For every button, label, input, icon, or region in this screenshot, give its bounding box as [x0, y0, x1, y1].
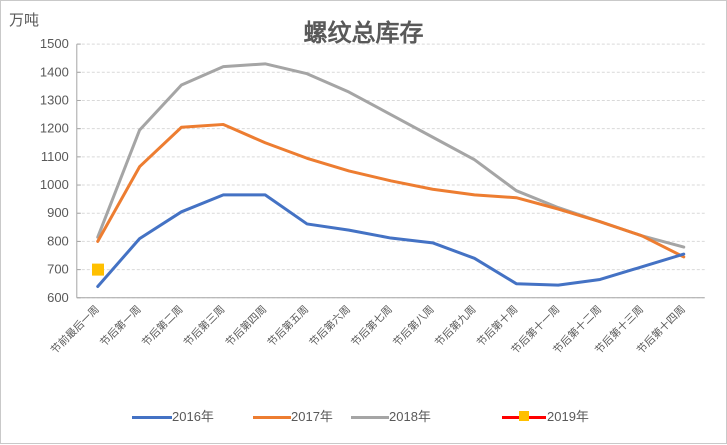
svg-text:700: 700: [47, 262, 69, 277]
svg-text:1100: 1100: [41, 149, 69, 164]
svg-text:1400: 1400: [40, 64, 69, 79]
svg-text:节后第八周: 节后第八周: [390, 303, 436, 349]
svg-text:节后第七周: 节后第七周: [349, 303, 395, 349]
svg-text:600: 600: [47, 290, 69, 305]
svg-text:1300: 1300: [40, 92, 69, 107]
svg-text:节后第五周: 节后第五周: [265, 303, 311, 349]
svg-text:900: 900: [47, 205, 69, 220]
svg-text:节后第九周: 节后第九周: [432, 303, 478, 349]
svg-text:节前最后一周: 节前最后一周: [48, 303, 102, 357]
svg-text:节后第十周: 节后第十周: [474, 303, 520, 349]
svg-text:节后第三周: 节后第三周: [181, 303, 227, 349]
svg-text:1200: 1200: [40, 121, 69, 136]
svg-text:节后第四周: 节后第四周: [223, 303, 269, 349]
svg-text:节后第二周: 节后第二周: [139, 303, 185, 349]
svg-text:1500: 1500: [40, 36, 69, 51]
svg-text:节后第六周: 节后第六周: [307, 303, 353, 349]
svg-text:1000: 1000: [40, 177, 69, 192]
svg-text:800: 800: [47, 233, 69, 248]
svg-text:节后第一周: 节后第一周: [97, 303, 143, 349]
